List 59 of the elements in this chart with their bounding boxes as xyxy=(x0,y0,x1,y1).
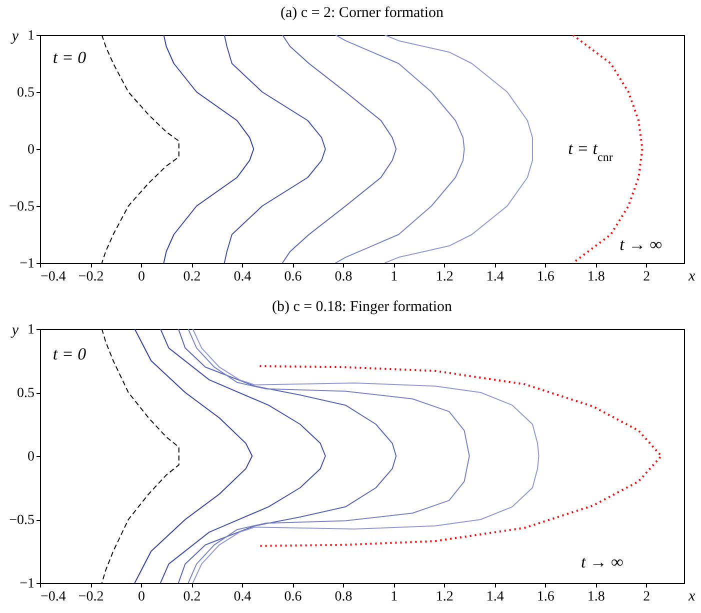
x-tick-label: −0.2 xyxy=(78,590,104,604)
x-tick-label: 2 xyxy=(643,590,650,604)
x-tick-label: 1.2 xyxy=(436,590,454,604)
x-tick-label: 1.4 xyxy=(486,270,504,284)
annotation: t = 0 xyxy=(52,48,87,67)
line-series xyxy=(160,329,326,583)
line-series xyxy=(258,365,662,547)
y-tick-label: −1 xyxy=(20,256,34,272)
y-tick-label: −0.5 xyxy=(9,513,34,528)
x-tick-label: 1.6 xyxy=(536,590,554,604)
x-tick-label: 0.8 xyxy=(334,590,352,604)
x-tick-label: −0.2 xyxy=(78,270,104,284)
line-series xyxy=(282,35,397,263)
x-tick-label: −0.4 xyxy=(40,590,66,604)
y-tick-label: 1 xyxy=(28,28,34,44)
y-tick-label: 0.5 xyxy=(17,86,34,100)
x-tick-label: 0 xyxy=(138,590,146,604)
line-series xyxy=(572,35,644,263)
x-tick-label: 1.4 xyxy=(486,590,504,604)
y-tick-label: −1 xyxy=(20,576,34,592)
x-tick-label: 0.2 xyxy=(183,270,201,284)
x-tick-label: 0.8 xyxy=(334,270,352,284)
line-series xyxy=(192,329,540,583)
x-tick-label: 0.4 xyxy=(234,590,252,604)
line-series xyxy=(134,329,253,583)
y-axis-title: y xyxy=(10,28,19,44)
x-tick-label: 1.8 xyxy=(587,590,605,604)
x-tick-label: 0.2 xyxy=(183,590,201,604)
line-series xyxy=(188,329,470,583)
y-tick-label: 1 xyxy=(28,322,34,338)
x-tick-label: 2 xyxy=(643,270,650,284)
x-tick-label: −0.4 xyxy=(40,270,66,284)
x-tick-label: 0.6 xyxy=(284,590,302,604)
line-series xyxy=(163,35,254,263)
chart-title: (a) c = 2: Corner formation xyxy=(280,5,444,21)
annotation: t = 0 xyxy=(52,344,87,364)
y-tick-label: −0.5 xyxy=(9,200,34,214)
line-series xyxy=(178,329,397,583)
annotation: t → ∞ xyxy=(580,552,624,572)
x-tick-label: 1 xyxy=(390,270,398,284)
x-tick-label: 0.6 xyxy=(284,270,302,284)
annotation: t = t$_{cnr}$ xyxy=(568,139,613,164)
x-tick-label: 0 xyxy=(138,270,146,284)
x-axis-title: x xyxy=(688,268,696,284)
chart-title: (b) c = 0.18: Finger formation xyxy=(272,299,453,315)
line-series xyxy=(334,35,465,263)
y-tick-label: 0.5 xyxy=(17,386,34,401)
y-tick-label: 0 xyxy=(28,450,34,464)
x-tick-label: 1.2 xyxy=(436,270,454,284)
y-axis-title: y xyxy=(10,322,19,338)
line-series xyxy=(384,35,533,263)
annotation: t → ∞ xyxy=(620,234,662,254)
x-tick-label: 1.8 xyxy=(587,270,605,284)
x-tick-label: 1.6 xyxy=(536,270,554,284)
line-series xyxy=(224,35,326,263)
x-axis-title: x xyxy=(688,588,696,604)
y-tick-label: 0 xyxy=(28,142,34,158)
x-tick-label: 1 xyxy=(390,590,398,604)
x-tick-label: 0.4 xyxy=(234,270,252,284)
